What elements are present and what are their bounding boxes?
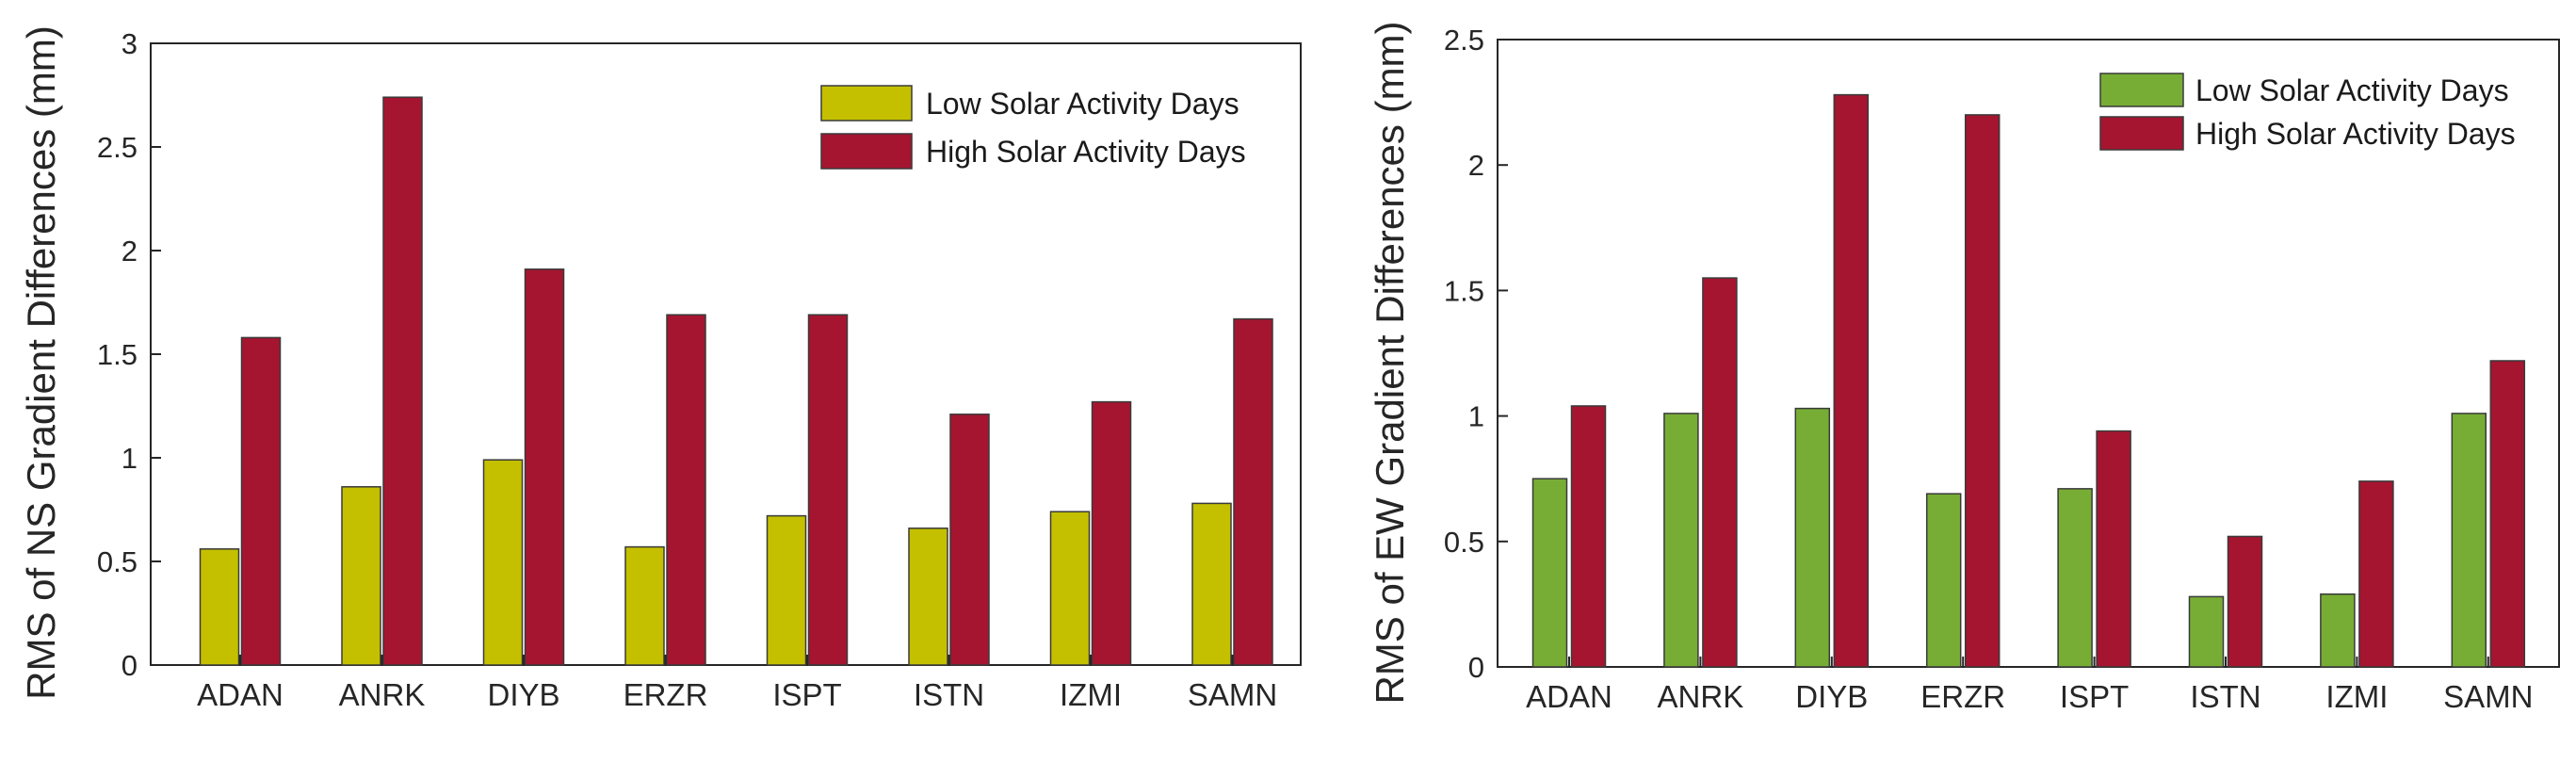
ns-y-tick-label: 2.5 bbox=[97, 131, 138, 164]
ew-bar-high-izmi bbox=[2358, 480, 2394, 668]
ns-bar-low-anrk bbox=[341, 486, 381, 666]
ns-y-axis-label: RMS of NS Gradient Differences (mm) bbox=[19, 25, 63, 700]
ew-y-tick-label: 2 bbox=[1468, 149, 1484, 182]
ew-bar-high-anrk bbox=[1702, 277, 1738, 668]
ns-y-tick-label: 3 bbox=[122, 27, 138, 60]
ew-bar-high-istn bbox=[2227, 535, 2263, 668]
ns-legend: Low Solar Activity Days High Solar Activ… bbox=[820, 85, 1246, 170]
ew-y-tick-label: 0 bbox=[1468, 651, 1484, 684]
ew-x-tick-label-adan: ADAN bbox=[1526, 679, 1612, 714]
ns-x-axis-ticks: ADAN ANRK DIYB ERZR ISPT ISTN IZMI SAMN bbox=[197, 655, 1277, 712]
ns-x-tick-label-adan: ADAN bbox=[197, 677, 284, 712]
ns-x-tick-label-izmi: IZMI bbox=[1060, 677, 1122, 712]
ns-y-tick-label: 0.5 bbox=[97, 545, 138, 578]
ns-bar-high-ispt bbox=[807, 314, 849, 666]
ns-y-tick-label: 0 bbox=[122, 649, 138, 682]
ew-bar-high-diyb bbox=[1833, 93, 1870, 668]
ew-bar-low-diyb bbox=[1794, 407, 1831, 668]
ns-bar-low-samn bbox=[1191, 502, 1232, 666]
ew-legend-low-label: Low Solar Activity Days bbox=[2195, 73, 2509, 107]
ew-bar-low-erzr bbox=[1925, 493, 1962, 668]
ns-y-tick-label: 2 bbox=[122, 235, 138, 268]
ns-y-tick-label: 1.5 bbox=[97, 338, 138, 371]
ns-bar-high-istn bbox=[949, 414, 990, 666]
ns-y-tick-label: 1 bbox=[122, 442, 138, 475]
ns-x-tick-label-anrk: ANRK bbox=[339, 677, 426, 712]
ew-x-tick-label-samn: SAMN bbox=[2443, 679, 2533, 714]
ns-bar-low-erzr bbox=[624, 545, 665, 666]
ns-bar-low-izmi bbox=[1049, 511, 1091, 666]
ew-legend-high-swatch bbox=[2099, 116, 2184, 151]
ns-x-tick-label-istn: ISTN bbox=[914, 677, 984, 712]
ns-legend-low-swatch bbox=[820, 85, 913, 122]
ew-x-axis-ticks: ADAN ANRK DIYB ERZR ISPT ISTN IZMI SAMN bbox=[1526, 657, 2533, 714]
ns-bar-high-adan bbox=[240, 336, 282, 666]
ew-x-tick-label-ispt: ISPT bbox=[2060, 679, 2129, 714]
ew-bars bbox=[1531, 93, 2526, 668]
ns-gradient-chart: RMS of NS Gradient Differences (mm) 0 0.5… bbox=[19, 25, 1302, 712]
ew-legend-low-swatch bbox=[2099, 73, 2184, 107]
ew-plot-area-frame bbox=[1497, 39, 2560, 668]
ns-bar-low-ispt bbox=[766, 514, 807, 666]
ns-bar-high-samn bbox=[1233, 317, 1273, 666]
ew-y-tick-label: 2.5 bbox=[1444, 24, 1484, 57]
ns-y-axis-ticks: 0 0.5 1 1.5 2 2.5 3 bbox=[97, 27, 161, 682]
ns-bar-low-diyb bbox=[482, 459, 524, 666]
ew-bar-high-ispt bbox=[2096, 430, 2131, 668]
ew-bar-low-ispt bbox=[2057, 488, 2093, 668]
ns-bar-high-izmi bbox=[1091, 400, 1132, 666]
ew-bar-low-adan bbox=[1531, 478, 1568, 668]
ns-bar-high-erzr bbox=[666, 314, 706, 666]
ew-y-tick-label: 1 bbox=[1468, 400, 1484, 433]
ew-x-tick-label-izmi: IZMI bbox=[2325, 679, 2388, 714]
ew-legend: Low Solar Activity Days High Solar Activ… bbox=[2099, 73, 2516, 151]
ns-bar-low-adan bbox=[199, 548, 240, 666]
ew-x-tick-label-erzr: ERZR bbox=[1920, 679, 2005, 714]
ew-y-axis-ticks: 0 0.5 1 1.5 2 2.5 bbox=[1444, 24, 1508, 684]
ew-bar-low-anrk bbox=[1663, 413, 1699, 668]
ew-bar-low-samn bbox=[2451, 413, 2487, 668]
ew-x-tick-label-istn: ISTN bbox=[2190, 679, 2260, 714]
ns-bar-high-diyb bbox=[524, 268, 565, 666]
ns-x-tick-label-samn: SAMN bbox=[1188, 677, 1277, 712]
ns-legend-low-label: Low Solar Activity Days bbox=[926, 87, 1239, 121]
ns-legend-high-label: High Solar Activity Days bbox=[926, 135, 1246, 169]
ns-x-tick-label-erzr: ERZR bbox=[624, 677, 708, 712]
ns-x-tick-label-diyb: DIYB bbox=[487, 677, 559, 712]
ew-legend-high-label: High Solar Activity Days bbox=[2195, 117, 2516, 151]
ew-bar-high-erzr bbox=[1964, 114, 2001, 668]
ew-bar-low-istn bbox=[2188, 595, 2225, 668]
ew-x-tick-label-anrk: ANRK bbox=[1658, 679, 1744, 714]
ns-bar-low-istn bbox=[908, 528, 948, 666]
ew-y-tick-label: 1.5 bbox=[1444, 274, 1484, 307]
ew-bar-high-adan bbox=[1570, 405, 1607, 668]
ew-gradient-chart: RMS of EW Gradient Differences (mm) 0 0.5… bbox=[1368, 21, 2560, 714]
ew-x-tick-label-diyb: DIYB bbox=[1795, 679, 1868, 714]
ew-y-tick-label: 0.5 bbox=[1444, 526, 1484, 559]
ns-bars bbox=[199, 96, 1273, 666]
ew-bar-high-samn bbox=[2489, 360, 2526, 668]
ns-x-tick-label-ispt: ISPT bbox=[772, 677, 841, 712]
ns-legend-high-swatch bbox=[820, 133, 913, 170]
ns-bar-high-anrk bbox=[382, 96, 423, 666]
ew-y-axis-label: RMS of EW Gradient Differences (mm) bbox=[1368, 21, 1412, 704]
ew-bar-low-izmi bbox=[2320, 593, 2356, 668]
